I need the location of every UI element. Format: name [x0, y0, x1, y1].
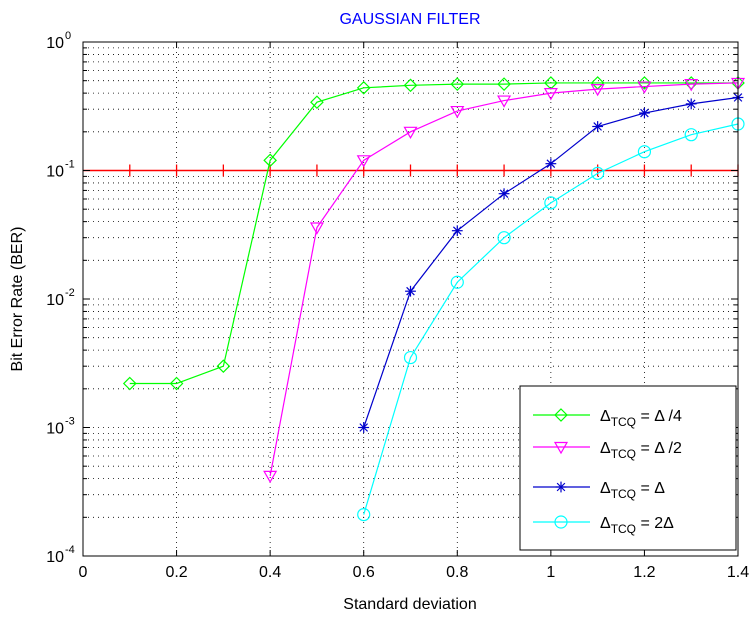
star-marker: [452, 225, 463, 236]
x-tick-label: 0.4: [259, 564, 281, 581]
y-tick-label-exponent: -4: [65, 544, 75, 556]
star-marker: [358, 422, 369, 433]
y-tick-label: 10: [46, 421, 64, 438]
y-tick-label-exponent: -2: [65, 287, 75, 299]
y-tick-label-exponent: 0: [65, 30, 71, 42]
chart-title: GAUSSIAN FILTER: [339, 11, 480, 28]
star-marker: [686, 98, 697, 109]
x-tick-label: 0.2: [165, 564, 187, 581]
x-tick-label: 0: [79, 564, 88, 581]
y-tick-label: 10: [46, 35, 64, 52]
y-tick-label: 10: [46, 292, 64, 309]
y-tick-label-exponent: -3: [65, 416, 75, 428]
y-tick-label: 10: [46, 549, 64, 566]
x-tick-label: 0.8: [446, 564, 468, 581]
x-tick-label: 1.2: [633, 564, 655, 581]
y-tick-label: 10: [46, 164, 64, 181]
x-axis-label: Standard deviation: [343, 596, 476, 613]
x-tick-label: 1: [546, 564, 555, 581]
x-tick-label: 0.6: [353, 564, 375, 581]
y-axis-label: Bit Error Rate (BER): [9, 227, 26, 372]
star-marker: [405, 286, 416, 297]
star-marker: [499, 188, 510, 199]
star-marker: [639, 108, 650, 119]
y-tick-label-exponent: -1: [65, 159, 75, 171]
star-marker: [545, 158, 556, 169]
x-tick-label: 1.4: [727, 564, 749, 581]
star-marker: [592, 121, 603, 132]
star-marker: [556, 482, 567, 493]
